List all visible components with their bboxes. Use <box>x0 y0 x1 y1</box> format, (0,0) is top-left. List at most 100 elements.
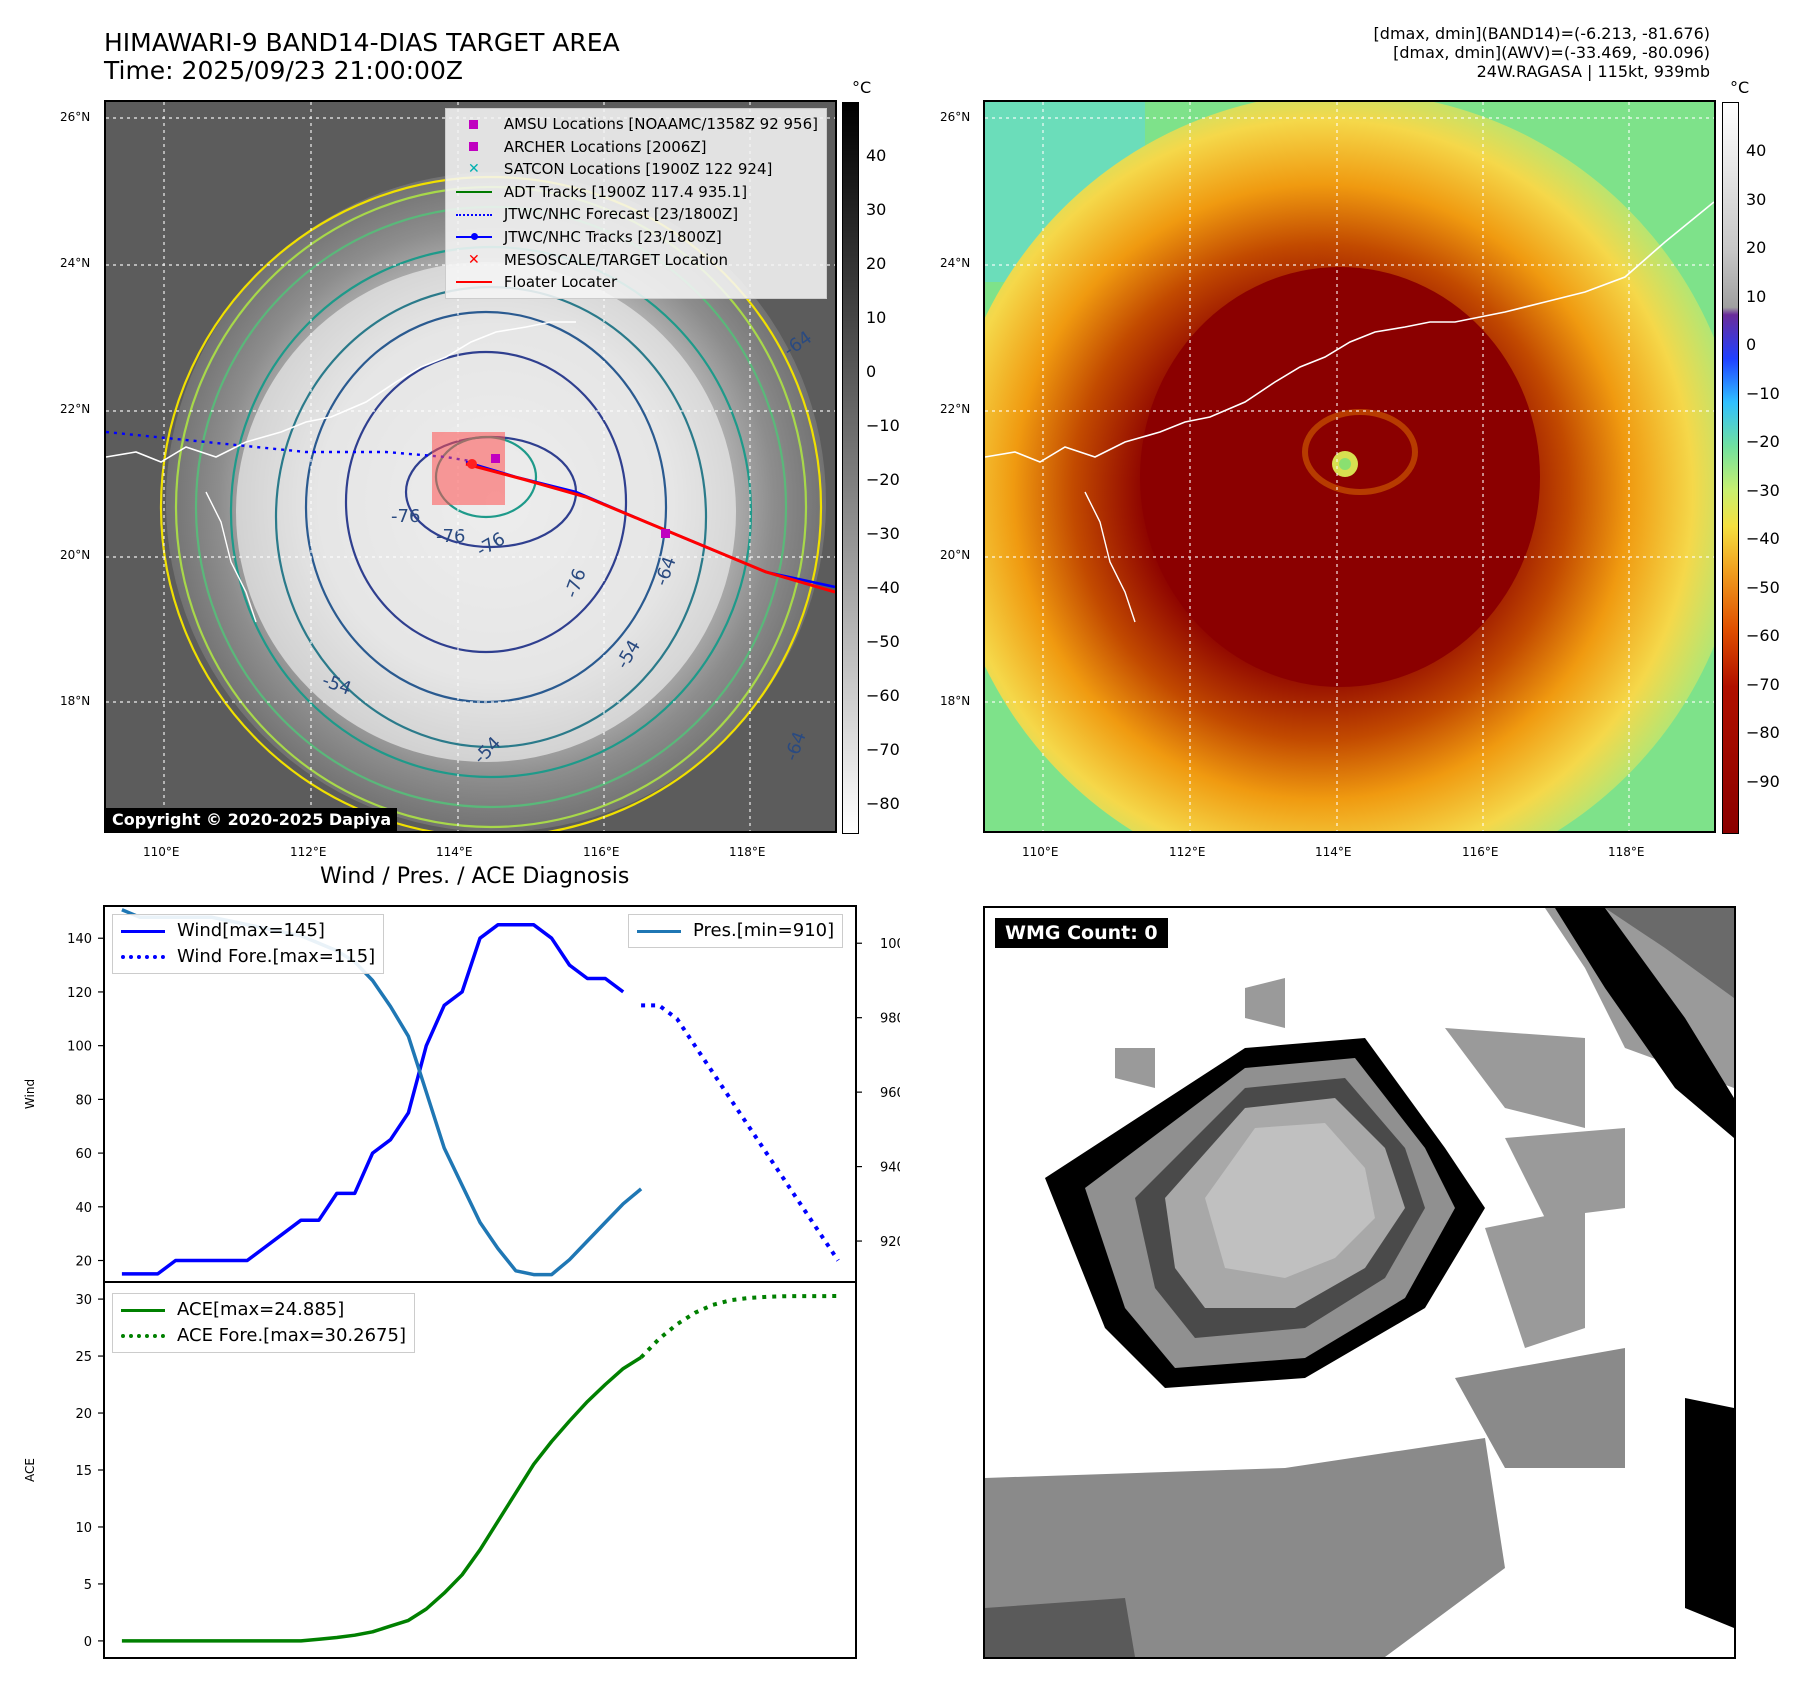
colorbar-tick: −10 <box>866 416 900 435</box>
y-right-tick-label: 920 <box>880 1235 900 1250</box>
colorbar-tick: 30 <box>866 200 887 219</box>
colorbar-tick: −70 <box>1746 674 1780 694</box>
square-marker-icon <box>454 117 494 131</box>
lat-tick: 24°N <box>60 256 91 270</box>
lat-tick: 20°N <box>60 548 91 562</box>
wmg-panel: WMG Count: 0 <box>983 906 1736 1659</box>
info-storm: 24W.RAGASA | 115kt, 939mb <box>1476 62 1710 81</box>
colorbar-tick: 30 <box>1746 189 1767 209</box>
lon-tick: 116°E <box>1462 845 1499 859</box>
ace-legend: ACE[max=24.885] ACE Fore.[max=30.2675] <box>112 1293 415 1353</box>
dotted-line-icon <box>121 1334 165 1338</box>
left-ir-map: -64 -76 -76 -76 -76 -64 -54 -54 -54 -64 <box>104 100 837 833</box>
series-line-0 <box>121 923 625 1276</box>
colorbar-tick: −90 <box>1746 771 1780 791</box>
left-colorbar <box>842 102 859 834</box>
lon-tick: 112°E <box>290 845 327 859</box>
y-tick-label: 100 <box>67 1040 92 1055</box>
diagnosis-title: Wind / Pres. / ACE Diagnosis <box>320 864 630 889</box>
colorbar-tick: 20 <box>1746 238 1767 257</box>
wind-legend: Wind[max=145] Wind Fore.[max=115] <box>112 914 385 974</box>
y-tick-label: 40 <box>75 1201 92 1216</box>
legend-item: JTWC/NHC Forecast [23/1800Z] <box>454 203 818 226</box>
series-line-1 <box>639 1294 839 1359</box>
dotted-line-icon <box>454 208 494 222</box>
y-right-tick-label: 940 <box>880 1161 900 1176</box>
copyright-label: Copyright © 2020-2025 Dapiya <box>106 808 398 831</box>
lon-tick: 110°E <box>1022 845 1059 859</box>
lat-tick: 24°N <box>940 256 971 270</box>
chart-title: HIMAWARI-9 BAND14-DIAS TARGET AREA <box>104 28 620 57</box>
y-tick-label: 15 <box>75 1464 92 1479</box>
colorbar-tick: 40 <box>866 146 887 165</box>
lat-tick: 26°N <box>60 110 91 124</box>
lat-tick: 18°N <box>940 694 971 708</box>
colorbar-tick: −50 <box>1746 577 1780 597</box>
colorbar-tick: −80 <box>1746 723 1780 742</box>
colorbar-tick: −40 <box>866 578 900 597</box>
lat-tick: 22°N <box>940 402 971 416</box>
legend-item: ACE Fore.[max=30.2675] <box>121 1323 406 1349</box>
lon-tick: 114°E <box>1315 845 1352 859</box>
x-marker-icon: ✕ <box>468 161 480 178</box>
wmg-imagery <box>985 908 1734 1657</box>
y-tick-label: 80 <box>75 1093 92 1108</box>
line-marker-icon <box>121 929 165 933</box>
y-right-tick-label: 960 <box>880 1086 900 1101</box>
y-tick-label: 60 <box>75 1147 92 1162</box>
right-map-imagery <box>985 102 1714 831</box>
colorbar-tick: −70 <box>866 740 900 759</box>
y-tick-label: 25 <box>75 1350 92 1365</box>
chart-time: Time: 2025/09/23 21:00:00Z <box>104 56 463 85</box>
line-marker-icon <box>637 929 681 933</box>
line-marker-icon <box>454 275 494 289</box>
lon-tick: 116°E <box>583 845 620 859</box>
contour-label: -76 <box>436 526 465 547</box>
lat-tick: 22°N <box>60 402 91 416</box>
colorbar-tick: −50 <box>866 632 900 651</box>
legend-item: Wind[max=145] <box>121 918 375 944</box>
lon-tick: 118°E <box>729 845 766 859</box>
colorbar-tick: 10 <box>866 308 887 327</box>
ace-chart: 0 5 10 15 20 25 30 ACE <box>23 1281 857 1659</box>
lat-tick: 20°N <box>940 548 971 562</box>
y-right-tick-label: 980 <box>880 1012 900 1027</box>
colorbar-tick: −10 <box>1746 383 1780 403</box>
y-tick-label: 20 <box>75 1255 92 1270</box>
right-colorbar <box>1722 102 1739 834</box>
colorbar-tick: 10 <box>1746 286 1767 306</box>
pressure-legend: Pres.[min=910] <box>628 914 844 948</box>
y-tick-label: 10 <box>75 1521 92 1536</box>
colorbar-unit: °C <box>852 78 872 97</box>
legend-item: Wind Fore.[max=115] <box>121 944 375 970</box>
square-marker-icon <box>454 140 494 154</box>
dotted-line-icon <box>121 955 165 959</box>
lat-tick: 18°N <box>60 694 91 708</box>
legend-item: ACE[max=24.885] <box>121 1297 406 1323</box>
left-map-legend: AMSU Locations [NOAAMC/1358Z 92 956] ARC… <box>444 108 827 299</box>
colorbar-tick: −30 <box>866 524 900 543</box>
lon-tick: 118°E <box>1608 845 1645 859</box>
legend-item: ARCHER Locations [2006Z] <box>454 136 818 159</box>
colorbar-tick: −60 <box>1746 626 1780 645</box>
y-axis-label: Wind <box>23 1079 37 1109</box>
wmg-count-label: WMG Count: 0 <box>995 918 1168 948</box>
legend-item: Floater Locater <box>454 271 818 294</box>
legend-item: ✕ SATCON Locations [1900Z 122 924] <box>454 158 818 181</box>
line-marker-icon <box>121 1308 165 1312</box>
legend-item: ✕ MESOSCALE/TARGET Location <box>454 249 818 272</box>
y-axis-label: ACE <box>23 1458 37 1482</box>
y-tick-label: 30 <box>75 1293 92 1308</box>
line-dot-icon <box>454 230 494 244</box>
x-marker-icon: ✕ <box>468 251 480 268</box>
contour-label: -76 <box>391 506 420 527</box>
lat-tick: 26°N <box>940 110 971 124</box>
colorbar-tick: −20 <box>866 470 900 489</box>
lon-tick: 114°E <box>436 845 473 859</box>
y-tick-label: 0 <box>84 1635 92 1650</box>
series-line-1 <box>641 1003 840 1262</box>
lon-tick: 110°E <box>143 845 180 859</box>
colorbar-tick: −30 <box>1746 480 1780 500</box>
colorbar-tick: 40 <box>1746 141 1767 160</box>
y-tick-label: 20 <box>75 1407 92 1422</box>
